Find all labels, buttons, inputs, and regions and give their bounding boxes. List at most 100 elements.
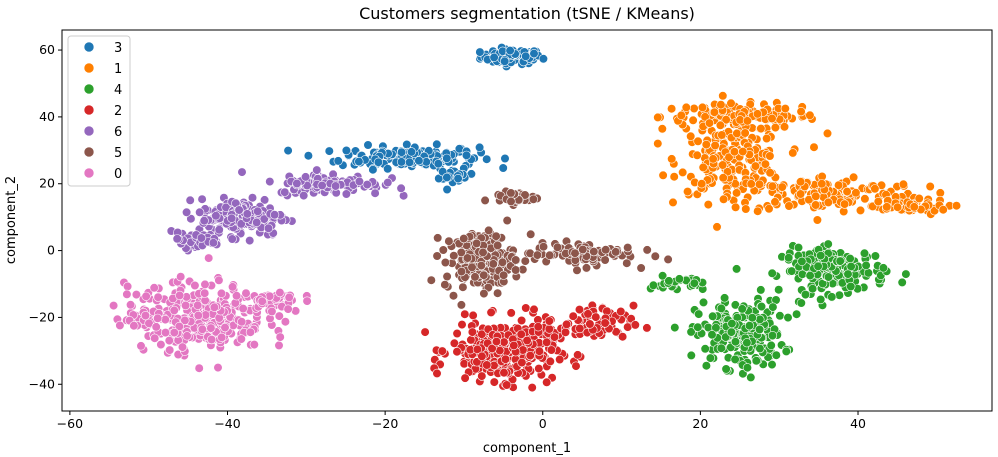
- data-point: [426, 275, 436, 285]
- data-point: [341, 145, 352, 156]
- data-point: [711, 323, 721, 333]
- data-point: [186, 214, 196, 224]
- data-point: [275, 332, 285, 342]
- data-point: [482, 154, 492, 164]
- data-point: [842, 187, 852, 197]
- series-2: [420, 300, 652, 393]
- data-point: [502, 215, 512, 226]
- data-point: [573, 350, 583, 360]
- data-point: [788, 148, 798, 158]
- data-point: [681, 102, 691, 112]
- data-point: [797, 256, 807, 267]
- data-point: [909, 202, 919, 212]
- data-point: [493, 288, 503, 298]
- data-point: [227, 213, 237, 223]
- data-point: [209, 302, 219, 312]
- data-point: [549, 332, 560, 342]
- legend: 3 1 4 2 6 5 0: [67, 35, 131, 187]
- data-point: [816, 294, 826, 305]
- data-point: [453, 174, 463, 184]
- data-point: [236, 219, 246, 229]
- data-point: [217, 332, 227, 343]
- data-point: [479, 270, 489, 280]
- data-point: [585, 319, 595, 329]
- data-point: [506, 196, 516, 206]
- data-point: [499, 368, 509, 378]
- data-point: [653, 112, 663, 122]
- data-point: [827, 292, 837, 302]
- data-point: [742, 116, 753, 126]
- data-point: [175, 290, 185, 301]
- x-tick-label: −20: [372, 416, 398, 431]
- data-point: [176, 272, 186, 282]
- data-point: [459, 234, 469, 244]
- data-point: [694, 309, 704, 319]
- y-axis: −40 −20 0 20 40 60: [29, 42, 62, 391]
- data-point: [697, 102, 708, 112]
- data-point: [753, 206, 763, 216]
- data-point: [486, 307, 496, 318]
- data-point: [709, 107, 720, 117]
- data-point: [601, 245, 611, 255]
- data-point: [600, 255, 610, 265]
- data-point: [237, 317, 247, 327]
- data-point: [805, 271, 815, 281]
- data-point: [275, 288, 285, 298]
- data-point: [442, 184, 452, 195]
- chart-title: Customers segmentation (tSNE / KMeans): [359, 4, 695, 23]
- data-point: [182, 207, 192, 217]
- data-point: [833, 180, 844, 190]
- data-point: [767, 268, 777, 278]
- data-point: [521, 303, 531, 313]
- data-point: [529, 48, 539, 59]
- data-point: [538, 242, 549, 252]
- data-point: [796, 106, 806, 117]
- data-point: [805, 110, 815, 120]
- data-point: [729, 147, 740, 157]
- data-point: [667, 154, 677, 164]
- data-point: [156, 340, 166, 350]
- data-point: [721, 364, 731, 374]
- data-point: [737, 304, 747, 314]
- data-point: [835, 256, 845, 266]
- data-point: [291, 306, 301, 316]
- data-point: [700, 112, 710, 122]
- data-point: [252, 217, 262, 227]
- data-point: [302, 296, 312, 306]
- data-point: [516, 329, 526, 339]
- series-4: [646, 239, 911, 383]
- data-points: [108, 42, 962, 393]
- data-point: [809, 142, 819, 152]
- data-point: [746, 179, 756, 189]
- data-point: [811, 200, 821, 210]
- data-point: [284, 292, 294, 303]
- data-point: [199, 216, 209, 226]
- x-tick-label: −40: [214, 416, 240, 431]
- data-point: [245, 327, 255, 337]
- data-point: [324, 146, 334, 156]
- data-point: [265, 177, 275, 187]
- data-point: [533, 322, 543, 332]
- data-point: [693, 322, 703, 332]
- data-point: [267, 306, 277, 317]
- data-point: [718, 91, 728, 101]
- data-point: [682, 187, 693, 197]
- data-point: [756, 285, 766, 295]
- data-point: [693, 136, 703, 146]
- data-point: [851, 188, 861, 198]
- legend-label-6: 6: [114, 125, 122, 140]
- data-point: [712, 222, 722, 232]
- data-point: [716, 303, 726, 314]
- data-point: [600, 318, 610, 328]
- legend-marker-2: [83, 104, 95, 116]
- data-point: [484, 225, 494, 235]
- data-point: [511, 255, 521, 265]
- data-point: [432, 368, 442, 379]
- legend-marker-5: [83, 146, 95, 158]
- data-point: [657, 124, 667, 134]
- data-point: [115, 320, 125, 331]
- data-point: [731, 264, 742, 274]
- data-point: [688, 115, 698, 125]
- data-point: [951, 201, 962, 211]
- data-point: [500, 153, 510, 164]
